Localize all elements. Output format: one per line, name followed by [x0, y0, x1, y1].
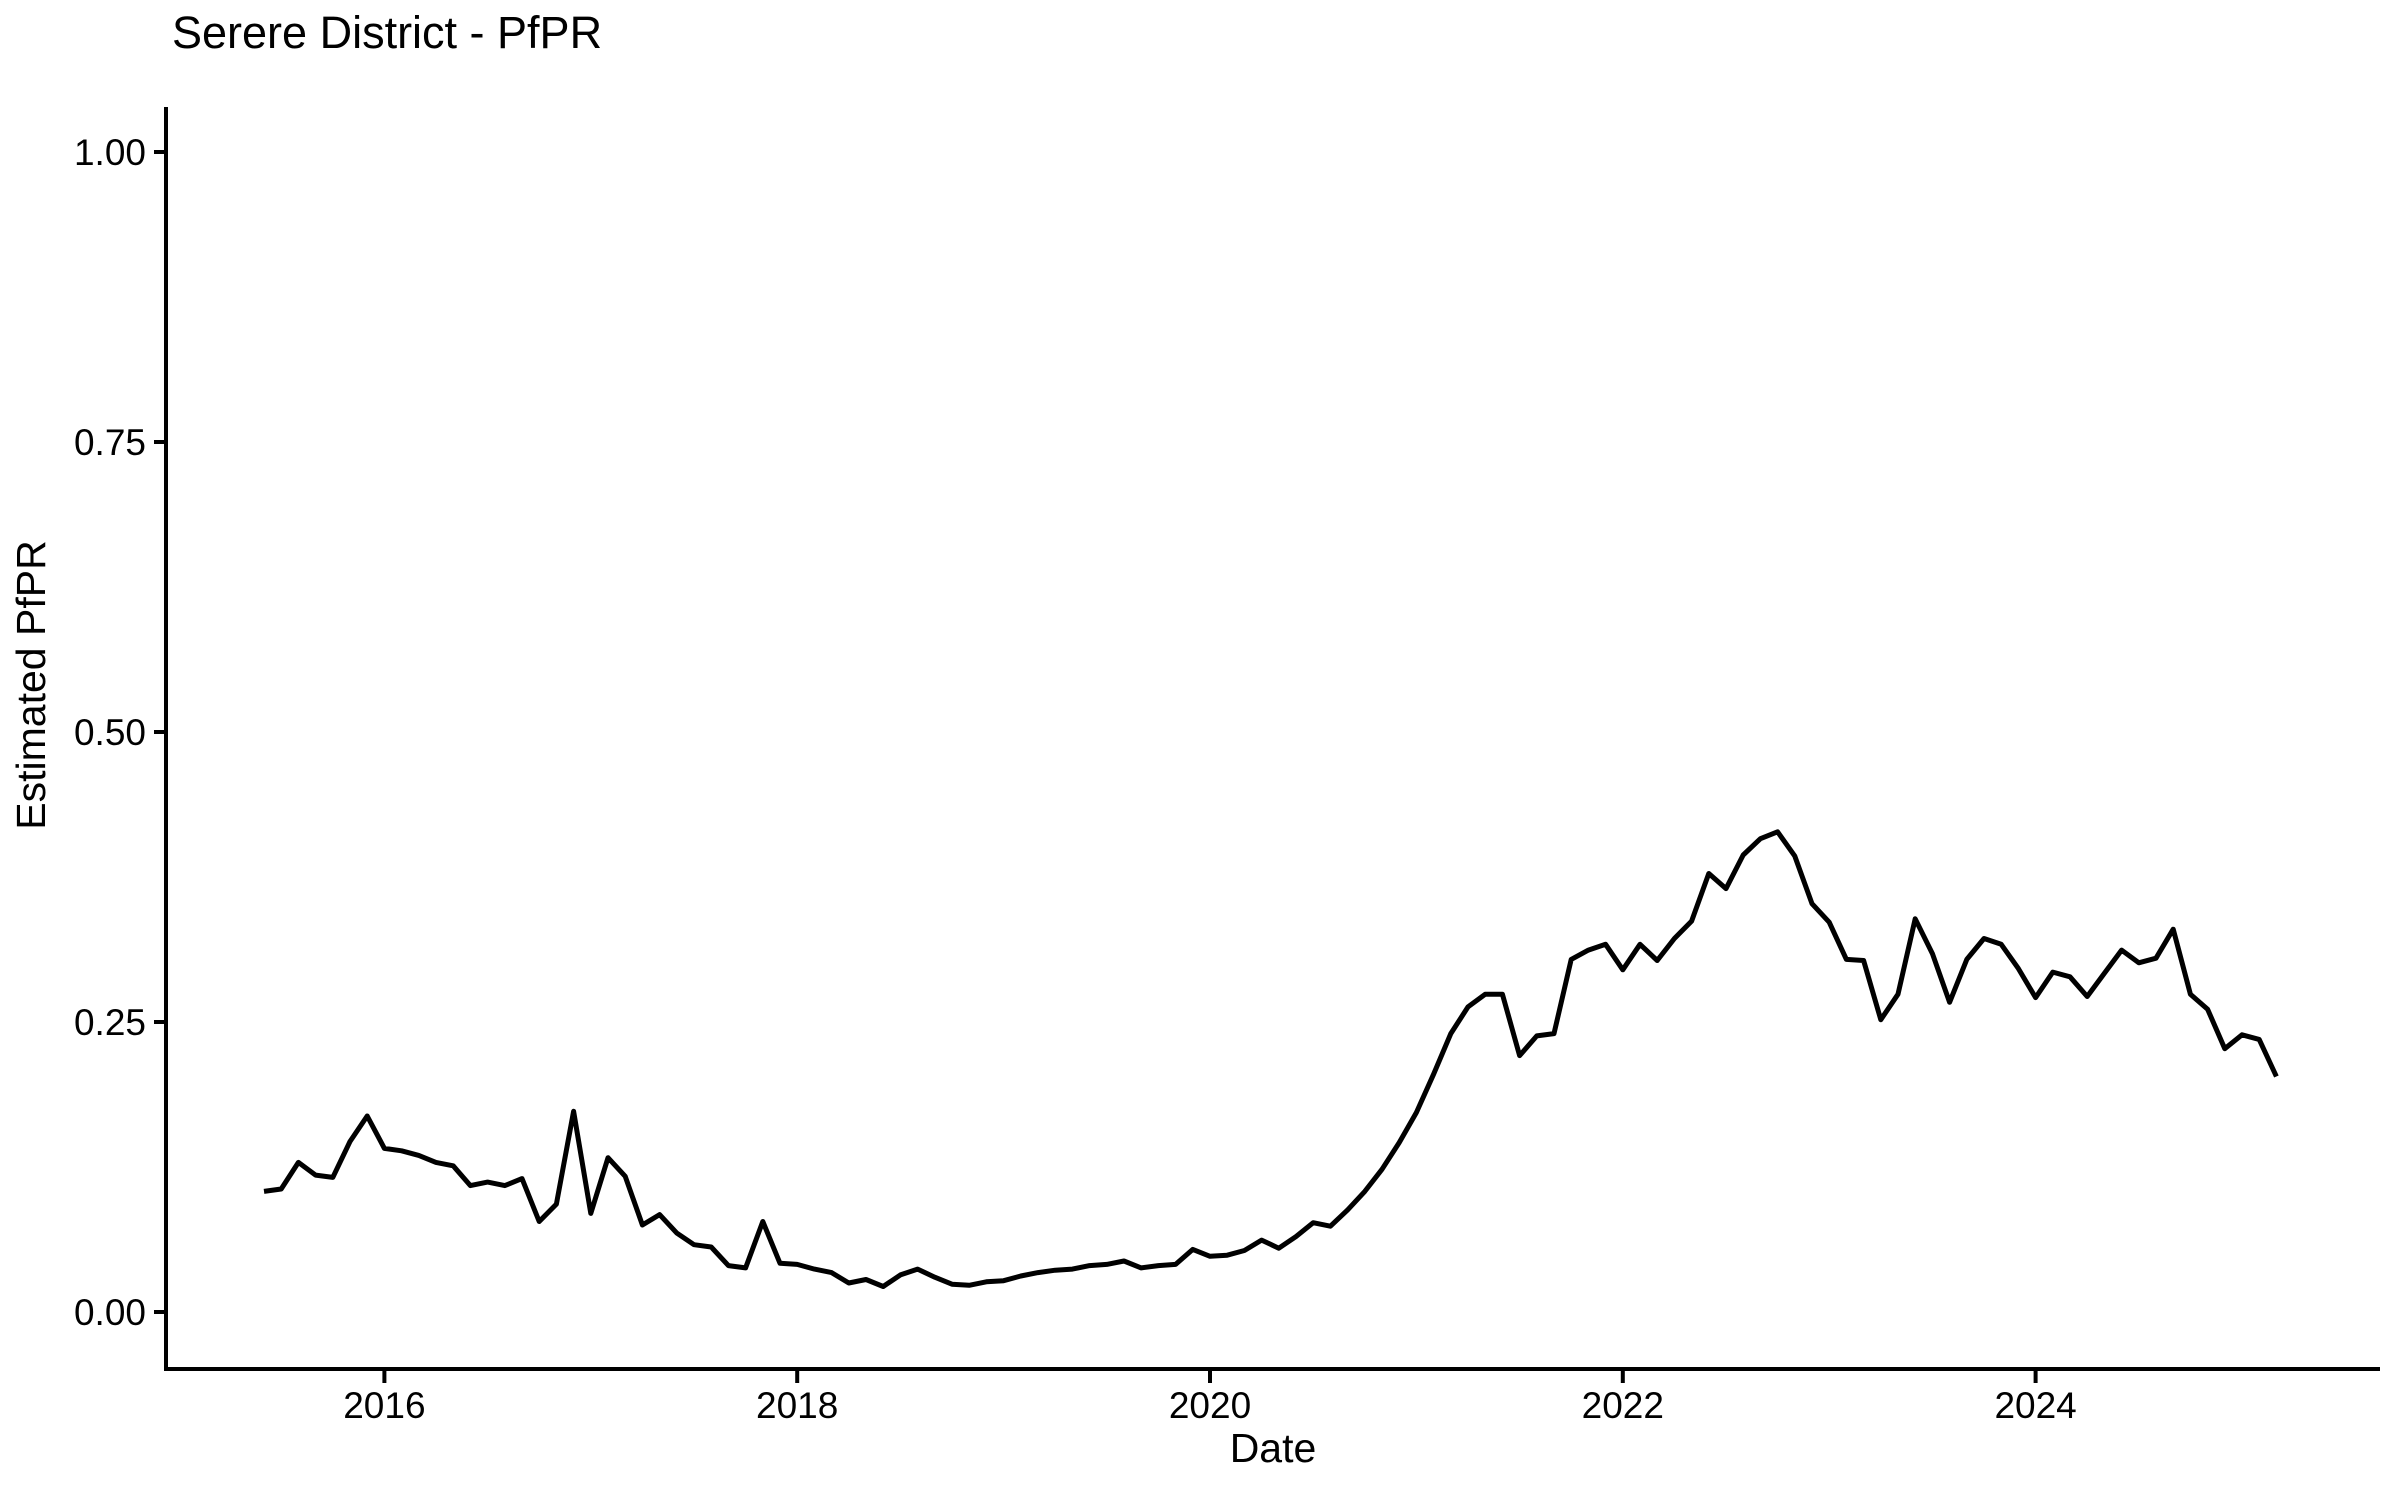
y-tick-label: 0.00 — [74, 1292, 146, 1333]
y-tick-label: 0.75 — [74, 422, 146, 463]
x-axis-label: Date — [1230, 1425, 1317, 1471]
y-tick-label: 0.50 — [74, 712, 146, 753]
x-tick-label: 2018 — [756, 1385, 838, 1426]
x-tick-label: 2020 — [1169, 1385, 1251, 1426]
x-tick-label: 2024 — [1994, 1385, 2076, 1426]
x-tick-label: 2022 — [1582, 1385, 1664, 1426]
x-tick-label: 2016 — [343, 1385, 425, 1426]
chart-title: Serere District - PfPR — [172, 7, 602, 58]
axes — [164, 107, 2380, 1371]
data-series — [263, 829, 2279, 1289]
axis-ticks: 0.00 0.25 0.50 0.75 1.00 2016 2018 2020 2022 2024 — [74, 132, 2077, 1426]
pfpr-line — [263, 829, 2279, 1289]
y-tick-label: 0.25 — [74, 1002, 146, 1043]
y-tick-label: 1.00 — [74, 132, 146, 173]
y-axis-label: Estimated PfPR — [8, 540, 54, 829]
